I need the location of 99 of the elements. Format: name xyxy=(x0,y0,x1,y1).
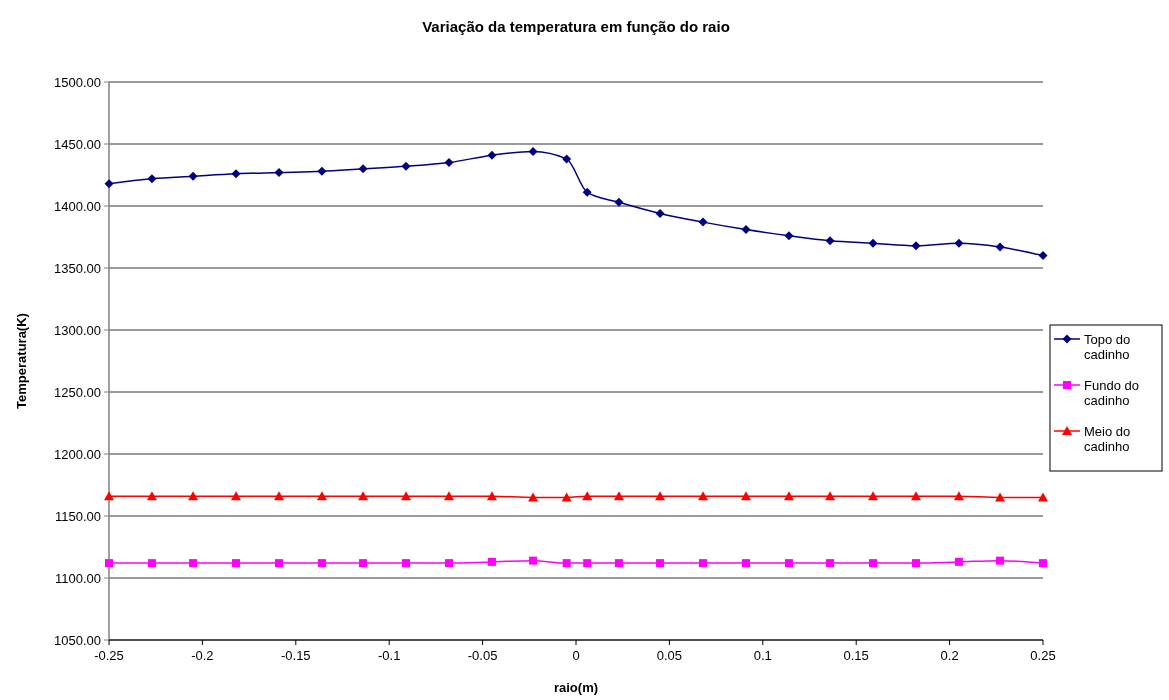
point xyxy=(953,491,964,501)
x-tick-label: 0.15 xyxy=(843,648,869,663)
x-tick-label: 0.2 xyxy=(940,648,959,663)
point xyxy=(443,491,454,501)
y-tick-label: 1350.00 xyxy=(54,260,101,276)
point xyxy=(582,187,592,197)
y-tick-label: 1100.00 xyxy=(54,570,101,586)
point xyxy=(995,492,1006,502)
point xyxy=(614,559,623,568)
x-tick-label: 0.25 xyxy=(1030,648,1056,663)
point xyxy=(401,491,412,501)
point xyxy=(911,559,920,568)
point xyxy=(317,166,327,176)
point xyxy=(741,559,750,568)
point xyxy=(910,491,921,501)
point xyxy=(358,491,369,501)
legend-label: Topo do cadinho xyxy=(1084,331,1131,363)
point xyxy=(274,168,284,178)
x-tick-label: -0.2 xyxy=(191,648,214,663)
x-tick-label: -0.25 xyxy=(94,648,124,663)
point xyxy=(444,158,454,168)
point xyxy=(561,492,572,502)
y-tick-label: 1300.00 xyxy=(54,322,101,338)
point xyxy=(487,150,497,160)
point xyxy=(188,171,198,181)
point xyxy=(995,242,1005,252)
point xyxy=(486,491,497,501)
point xyxy=(231,491,242,501)
point xyxy=(699,559,708,568)
point xyxy=(562,559,571,568)
point xyxy=(104,179,114,189)
y-tick-label: 1150.00 xyxy=(54,508,101,524)
point xyxy=(232,559,241,568)
point xyxy=(562,154,572,164)
point xyxy=(274,559,283,568)
point xyxy=(826,559,835,568)
point xyxy=(401,161,411,171)
point xyxy=(740,491,751,501)
point xyxy=(317,559,326,568)
point xyxy=(656,559,665,568)
point xyxy=(825,491,836,501)
legend-label: Fundo do cadinho xyxy=(1084,377,1139,409)
point xyxy=(869,559,878,568)
point xyxy=(316,491,327,501)
point xyxy=(911,241,921,251)
point xyxy=(1038,251,1048,261)
point xyxy=(444,559,453,568)
point xyxy=(655,208,665,218)
chart-title: Variação da temperatura em função do raio xyxy=(422,18,730,35)
x-tick-label: 0.05 xyxy=(656,648,683,663)
point xyxy=(358,164,368,174)
point xyxy=(613,491,624,501)
point xyxy=(825,236,835,246)
point xyxy=(741,225,751,235)
point xyxy=(583,559,592,568)
point xyxy=(359,559,368,568)
point xyxy=(273,491,284,501)
point xyxy=(784,231,794,241)
y-tick-label: 1400.00 xyxy=(54,198,101,214)
point xyxy=(189,559,198,568)
point xyxy=(105,559,113,568)
point xyxy=(954,238,964,248)
point xyxy=(188,491,199,501)
point xyxy=(402,559,411,568)
point xyxy=(996,556,1005,565)
x-tick-label: -0.1 xyxy=(378,648,401,663)
point xyxy=(783,491,794,501)
point xyxy=(231,169,241,179)
point xyxy=(147,559,156,568)
point xyxy=(104,491,114,501)
point xyxy=(868,238,878,248)
point xyxy=(698,491,709,501)
x-tick-label: -0.05 xyxy=(467,648,498,663)
point xyxy=(954,557,963,566)
point xyxy=(146,491,157,501)
point xyxy=(487,557,496,566)
x-tick-label: -0.15 xyxy=(280,648,311,663)
point xyxy=(784,559,793,568)
point xyxy=(582,491,593,501)
y-tick-label: 1200.00 xyxy=(54,446,101,462)
y-tick-label: 1250.00 xyxy=(54,384,101,400)
point xyxy=(655,491,666,501)
point xyxy=(868,491,879,501)
point xyxy=(529,556,538,565)
y-tick-label: 1450.00 xyxy=(54,136,101,152)
y-tick-label: 1500.00 xyxy=(54,74,101,90)
point xyxy=(528,146,538,156)
point xyxy=(614,197,624,207)
point xyxy=(698,217,708,227)
point xyxy=(1038,492,1048,502)
point xyxy=(1039,559,1047,568)
y-axis-title: Temperatura(K) xyxy=(14,313,29,409)
x-axis-title: raio(m) xyxy=(553,680,599,695)
point xyxy=(528,492,539,502)
legend-label: Meio do cadinho xyxy=(1084,423,1131,455)
x-tick-label: 0 xyxy=(572,648,580,663)
x-tick-label: 0.1 xyxy=(753,648,772,663)
point xyxy=(147,174,157,184)
y-tick-label: 1050.00 xyxy=(54,632,101,648)
